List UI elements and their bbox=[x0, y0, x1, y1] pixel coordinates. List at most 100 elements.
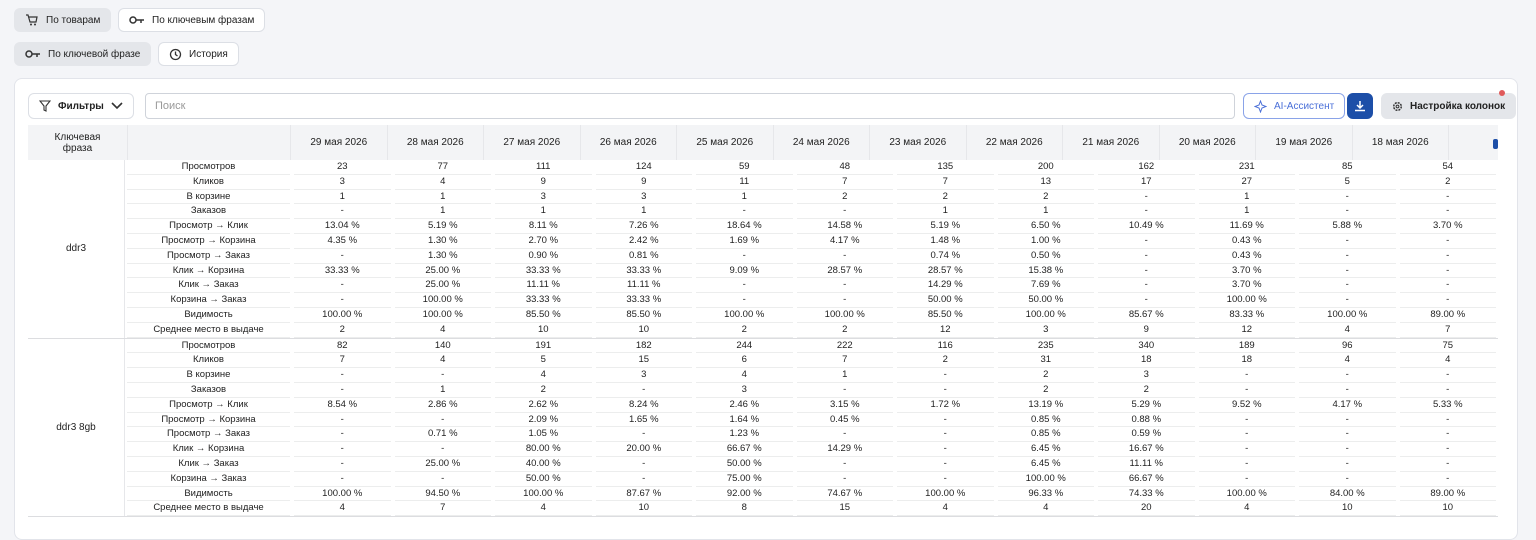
value-cell: 25.00 % bbox=[394, 457, 491, 472]
value-cell: 0.71 % bbox=[394, 427, 491, 443]
metric-row: Клик → Заказ -25.00 % 40.00 % -50.00 % - -6.4… bbox=[125, 457, 1498, 472]
date-header: 22 мая 2026 bbox=[967, 125, 1063, 160]
tab-label: По ключевой фразе bbox=[48, 48, 141, 60]
value-cell: 96 bbox=[1299, 339, 1396, 354]
metric-label: Просмотр → Клик bbox=[127, 219, 290, 234]
metric-header bbox=[128, 125, 291, 160]
value-cell: 100.00 % bbox=[1299, 308, 1396, 323]
keyword-cell: ddr3 8gb bbox=[28, 338, 125, 517]
value-cell: 3 bbox=[997, 323, 1094, 338]
subtab-keyword[interactable]: По ключевой фразе bbox=[14, 42, 152, 66]
metric-label: В корзине bbox=[127, 368, 290, 383]
metric-row: Среднее место в выдаче 2 4 10 10 2 2 12 3 9 12 4 7 bbox=[125, 323, 1498, 338]
value-cell: - bbox=[1098, 249, 1195, 264]
value-cell: 50.00 % bbox=[495, 472, 592, 487]
value-cell: 3.70 % bbox=[1399, 219, 1496, 234]
value-cell: 100.00 % bbox=[696, 308, 793, 323]
value-cell: 59 bbox=[696, 160, 793, 175]
metric-row: Корзина → Заказ -100.00 % 33.33 % 33.33 % - -… bbox=[125, 293, 1498, 308]
value-cell: 9 bbox=[595, 175, 692, 190]
button-label: Фильтры bbox=[58, 100, 104, 112]
value-cell: 11.69 % bbox=[1198, 219, 1295, 234]
value-cell: 33.33 % bbox=[595, 264, 692, 279]
tab-label: По ключевым фразам bbox=[152, 14, 255, 26]
value-cell: 9.52 % bbox=[1198, 398, 1295, 413]
page: По товарам По ключевым фразам По ключево… bbox=[14, 8, 1518, 540]
value-cell: 1.72 % bbox=[897, 398, 994, 413]
value-cell: 4 bbox=[495, 501, 592, 517]
metric-label: Просмотр → Корзина bbox=[127, 413, 290, 428]
date-header: 19 мая 2026 bbox=[1256, 125, 1353, 160]
metric-row: Клик → Заказ -25.00 % 11.11 % 11.11 % - -14.2… bbox=[125, 278, 1498, 294]
value-cell: 4 bbox=[394, 323, 491, 338]
value-cell: 4 bbox=[696, 368, 793, 383]
metric-row: Просмотр → Заказ -1.30 % 0.90 % 0.81 % - -0.7… bbox=[125, 249, 1498, 264]
value-cell: 4 bbox=[1299, 323, 1396, 338]
search-input[interactable]: Поиск bbox=[145, 93, 1235, 119]
value-cell: - bbox=[1299, 264, 1396, 279]
value-cell: 0.50 % bbox=[997, 249, 1094, 264]
value-cell: 4.17 % bbox=[1299, 398, 1396, 413]
value-cell: - bbox=[1299, 368, 1396, 383]
search-placeholder: Поиск bbox=[155, 100, 186, 112]
ai-button[interactable]: AI-Ассистент bbox=[1243, 93, 1346, 119]
value-cell: 54 bbox=[1399, 160, 1496, 175]
value-cell: 80.00 % bbox=[495, 442, 592, 457]
filters-button[interactable]: Фильтры bbox=[28, 93, 134, 119]
metric-row: Просмотров 82 140 191 182 244 222 116 235 340 189 9… bbox=[125, 339, 1498, 354]
tab-products[interactable]: По товарам bbox=[14, 8, 112, 32]
value-cell: - bbox=[897, 368, 994, 383]
metric-row: Среднее место в выдаче 4 7 4 10 8 15 4 4 20 4 10 10 bbox=[125, 501, 1498, 517]
subtab-history[interactable]: История bbox=[158, 42, 239, 66]
value-cell: - bbox=[1299, 383, 1396, 398]
value-cell: 124 bbox=[595, 160, 692, 175]
value-cell: - bbox=[1198, 427, 1295, 443]
metric-row: Видимость 100.00 % 94.50 % 100.00 % 87.67 % 9… bbox=[125, 487, 1498, 502]
columns-button[interactable]: Настройка колонок bbox=[1381, 93, 1517, 119]
value-cell: 18 bbox=[1198, 353, 1295, 369]
value-cell: 4 bbox=[1399, 353, 1496, 369]
download-button[interactable] bbox=[1347, 93, 1373, 119]
value-cell: - bbox=[394, 413, 491, 428]
value-cell: - bbox=[1098, 204, 1195, 220]
value-cell: - bbox=[1198, 457, 1295, 472]
value-cell: 100.00 % bbox=[294, 487, 391, 502]
value-cell: 33.33 % bbox=[495, 293, 592, 308]
metric-row: Просмотр → Заказ -0.71 % 1.05 % -1.23 % - -0.… bbox=[125, 427, 1498, 443]
value-cell: 85.50 % bbox=[595, 308, 692, 323]
value-cell: - bbox=[1198, 368, 1295, 383]
value-cell: 12 bbox=[897, 323, 994, 338]
value-cell: 5.29 % bbox=[1098, 398, 1195, 413]
value-cell: 1 bbox=[997, 204, 1094, 220]
value-cell: 3 bbox=[495, 190, 592, 205]
value-cell: 5 bbox=[1299, 175, 1396, 190]
value-cell: 2 bbox=[796, 190, 893, 205]
value-cell: - bbox=[897, 472, 994, 487]
value-cell: 75 bbox=[1399, 339, 1496, 354]
value-cell: 1 bbox=[394, 190, 491, 205]
metric-row: Корзина → Заказ - -50.00 % -75.00 % - -100.00… bbox=[125, 472, 1498, 487]
keyword-cell: ddr3 bbox=[28, 160, 125, 338]
tab-keywords[interactable]: По ключевым фразам bbox=[118, 8, 266, 32]
tab-label: История bbox=[189, 48, 228, 60]
value-cell: 66.67 % bbox=[696, 442, 793, 457]
value-cell: 18 bbox=[1098, 353, 1195, 369]
value-cell: 11.11 % bbox=[1098, 457, 1195, 472]
value-cell: 231 bbox=[1198, 160, 1295, 175]
date-header: 21 мая 2026 bbox=[1063, 125, 1160, 160]
value-cell: - bbox=[1399, 234, 1496, 249]
button-label: Настройка колонок bbox=[1410, 100, 1506, 112]
value-cell: - bbox=[294, 442, 391, 457]
value-cell: 74.33 % bbox=[1098, 487, 1195, 502]
value-cell: - bbox=[1399, 413, 1496, 428]
value-cell: 340 bbox=[1098, 339, 1195, 354]
value-cell: 2 bbox=[1399, 175, 1496, 190]
value-cell: 66.67 % bbox=[1098, 472, 1195, 487]
value-cell: 4 bbox=[897, 501, 994, 517]
value-cell: 244 bbox=[696, 339, 793, 354]
value-cell: 94.50 % bbox=[394, 487, 491, 502]
metric-label: Кликов bbox=[127, 175, 290, 190]
value-cell: 75.00 % bbox=[696, 472, 793, 487]
value-cell: 7 bbox=[294, 353, 391, 369]
value-cell: 235 bbox=[997, 339, 1094, 354]
